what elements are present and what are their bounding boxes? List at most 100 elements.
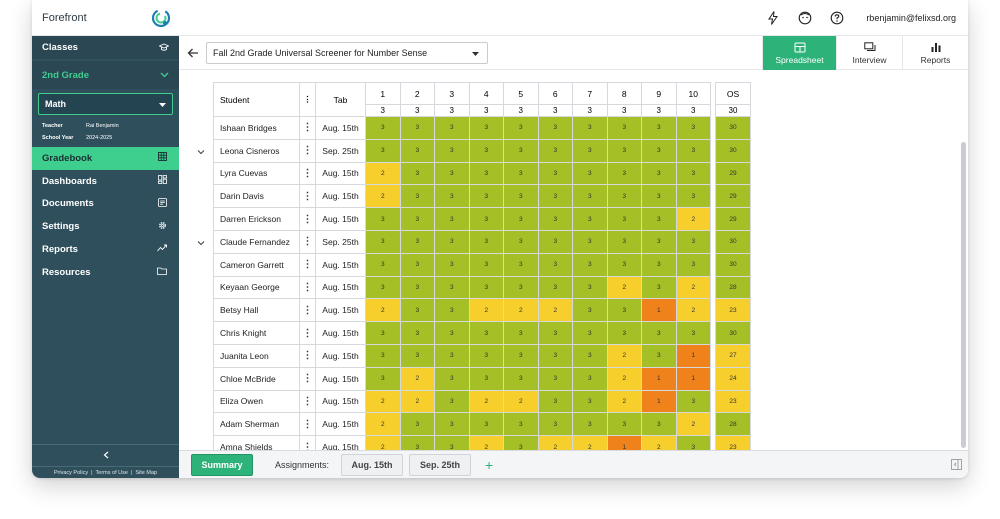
score-cell[interactable]: 3 [572, 275, 608, 300]
score-cell[interactable]: 3 [434, 116, 470, 140]
score-cell[interactable]: 2 [503, 298, 539, 323]
score-cell[interactable]: 3 [606, 184, 642, 209]
table-row[interactable]: Amna Shields ⋮ Aug. 15th 2 3 3 2 3 2 2 1 2 3 23 [213, 435, 751, 450]
score-cell[interactable]: 3 [434, 138, 470, 163]
score-cell[interactable]: 3 [572, 116, 608, 140]
summary-tab[interactable]: Summary [191, 453, 253, 476]
vertical-scrollbar[interactable] [961, 142, 966, 448]
score-cell[interactable]: 2 [606, 275, 642, 300]
score-cell[interactable]: 3 [606, 252, 642, 277]
score-cell[interactable]: 3 [434, 435, 470, 450]
score-cell[interactable]: 3 [503, 184, 539, 209]
kebab-menu-icon[interactable]: ⋮ [299, 184, 316, 209]
score-cell[interactable]: 3 [675, 138, 711, 163]
score-cell[interactable]: 3 [675, 184, 711, 209]
score-cell[interactable]: 3 [537, 116, 573, 140]
score-cell[interactable]: 3 [468, 343, 504, 368]
overall-score-header[interactable]: OS [715, 82, 751, 105]
tab-header[interactable]: Tab [315, 82, 366, 117]
score-cell[interactable]: 3 [606, 321, 642, 345]
score-cell[interactable]: 3 [641, 343, 677, 368]
user-email[interactable]: rbenjamin@felixsd.org [866, 12, 956, 23]
score-cell[interactable]: 3 [537, 207, 573, 231]
table-row[interactable]: Juanita Leon ⋮ Aug. 15th 3 3 3 3 3 3 3 2 3 1 27 [213, 343, 751, 368]
table-row[interactable]: Darren Erickson ⋮ Aug. 15th 3 3 3 3 3 3 3 3 3 2 29 [213, 207, 751, 231]
score-cell[interactable]: 3 [503, 435, 539, 450]
table-row[interactable]: Lyra Cuevas ⋮ Aug. 15th 2 3 3 3 3 3 3 3 3 3 29 [213, 161, 751, 186]
expand-row-chevron-icon[interactable] [196, 147, 206, 157]
question-header[interactable]: 10 [675, 82, 711, 105]
score-cell[interactable]: 3 [468, 366, 504, 391]
score-cell[interactable]: 2 [468, 298, 504, 323]
score-cell[interactable]: 3 [537, 184, 573, 209]
score-cell[interactable]: 3 [503, 366, 539, 391]
score-cell[interactable]: 3 [503, 343, 539, 368]
score-cell[interactable]: 3 [675, 435, 711, 450]
score-cell[interactable]: 3 [503, 116, 539, 140]
score-cell[interactable]: 3 [468, 229, 504, 254]
score-cell[interactable]: 3 [468, 161, 504, 186]
table-row[interactable]: Chloe McBride ⋮ Aug. 15th 3 2 3 3 3 3 3 2 1 1 24 [213, 366, 751, 391]
score-cell[interactable]: 3 [503, 321, 539, 345]
question-header[interactable]: 7 [572, 82, 608, 105]
score-cell[interactable]: 3 [537, 252, 573, 277]
score-cell[interactable]: 3 [675, 321, 711, 345]
score-cell[interactable]: 2 [365, 412, 401, 437]
score-cell[interactable]: 3 [399, 161, 435, 186]
score-cell[interactable]: 2 [365, 184, 401, 209]
score-cell[interactable]: 3 [572, 184, 608, 209]
score-cell[interactable]: 2 [503, 389, 539, 414]
student-name[interactable]: Chris Knight [213, 321, 300, 345]
score-cell[interactable]: 3 [675, 252, 711, 277]
score-cell[interactable]: 3 [572, 207, 608, 231]
score-cell[interactable]: 3 [606, 138, 642, 163]
student-column-menu[interactable]: ⋮ [299, 82, 316, 117]
question-header[interactable]: 9 [641, 82, 677, 105]
tab-spreadsheet[interactable]: Spreadsheet [762, 36, 836, 70]
score-cell[interactable]: 3 [503, 229, 539, 254]
score-cell[interactable]: 2 [365, 298, 401, 323]
tab-interview[interactable]: Interview [836, 36, 902, 70]
sidebar-item-reports[interactable]: Reports [32, 238, 179, 261]
score-cell[interactable]: 3 [365, 343, 401, 368]
kebab-menu-icon[interactable]: ⋮ [299, 389, 316, 414]
kebab-menu-icon[interactable]: ⋮ [299, 366, 316, 391]
score-cell[interactable]: 2 [468, 435, 504, 450]
student-name[interactable]: Adam Sherman [213, 412, 300, 437]
score-cell[interactable]: 3 [399, 275, 435, 300]
score-cell[interactable]: 2 [606, 389, 642, 414]
score-cell[interactable]: 3 [675, 389, 711, 414]
lightning-icon[interactable] [766, 10, 780, 25]
student-name[interactable]: Ishaan Bridges [213, 116, 300, 140]
score-cell[interactable]: 3 [434, 229, 470, 254]
score-cell[interactable]: 3 [468, 275, 504, 300]
add-assignment-button[interactable]: + [485, 456, 494, 473]
table-row[interactable]: Leona Cisneros ⋮ Sep. 25th 3 3 3 3 3 3 3 3 3 3 30 [213, 138, 751, 163]
sidebar-item-dashboards[interactable]: Dashboards [32, 170, 179, 193]
kebab-menu-icon[interactable]: ⋮ [299, 252, 316, 277]
score-cell[interactable]: 3 [365, 252, 401, 277]
score-cell[interactable]: 1 [675, 366, 711, 391]
score-cell[interactable]: 3 [537, 161, 573, 186]
score-cell[interactable]: 3 [572, 298, 608, 323]
score-cell[interactable]: 3 [641, 321, 677, 345]
table-row[interactable]: Eliza Owen ⋮ Aug. 15th 2 2 3 2 2 3 3 2 1 3 23 [213, 389, 751, 414]
score-cell[interactable]: 1 [675, 343, 711, 368]
score-cell[interactable]: 3 [365, 366, 401, 391]
score-cell[interactable]: 3 [572, 343, 608, 368]
question-header[interactable]: 6 [537, 82, 573, 105]
score-cell[interactable]: 3 [641, 161, 677, 186]
score-cell[interactable]: 3 [503, 275, 539, 300]
assignment-tab[interactable]: Aug. 15th [341, 453, 404, 476]
score-cell[interactable]: 3 [675, 229, 711, 254]
expand-row-chevron-icon[interactable] [196, 238, 206, 248]
kebab-menu-icon[interactable]: ⋮ [299, 275, 316, 300]
student-name[interactable]: Lyra Cuevas [213, 161, 300, 186]
score-cell[interactable]: 3 [675, 116, 711, 140]
student-name[interactable]: Eliza Owen [213, 389, 300, 414]
score-cell[interactable]: 3 [572, 389, 608, 414]
score-cell[interactable]: 3 [641, 207, 677, 231]
score-cell[interactable]: 3 [537, 321, 573, 345]
site-map-link[interactable]: Site Map [135, 469, 158, 476]
question-header[interactable]: 3 [434, 82, 470, 105]
